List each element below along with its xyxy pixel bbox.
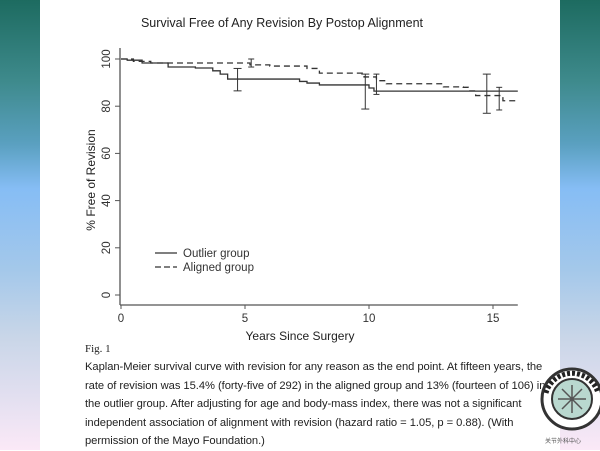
x-tick-label: 15 (487, 313, 500, 325)
aligned-error-bar (496, 86, 503, 111)
figure-label: Fig. 1 (85, 343, 111, 355)
aligned-error-bar (373, 73, 380, 95)
aligned-error-bar (248, 58, 255, 68)
x-axis-label: Years Since Surgery (246, 329, 355, 343)
society-seal-icon (540, 367, 600, 431)
y-tick-label: 60 (101, 147, 113, 160)
y-tick-label: 80 (101, 100, 113, 113)
figure-caption: Fig. 1 Kaplan-Meier survival curve with … (85, 343, 550, 451)
logo-caption: 关节外科中心 (545, 439, 582, 445)
x-tick-label: 5 (242, 313, 248, 325)
series-layer (121, 58, 518, 114)
outlier-error-bar (482, 73, 491, 114)
x-tick-label: 10 (363, 313, 376, 325)
kaplan-meier-chart: Survival Free of Any Revision By Postop … (84, 16, 518, 343)
outlier-error-bar (233, 67, 242, 92)
legend-label-aligned: Aligned group (183, 262, 254, 274)
slide-page: Survival Free of Any Revision By Postop … (40, 0, 560, 450)
axes: 0 20 40 60 80 100 0 5 10 15 (101, 48, 518, 325)
y-tick-label: 40 (101, 194, 113, 207)
aligned-curve (121, 58, 518, 102)
y-tick-label: 20 (101, 241, 113, 254)
x-tick-label: 0 (118, 313, 124, 325)
y-axis-label: % Free of Revision (84, 129, 98, 230)
caption-text: Kaplan-Meier survival curve with revisio… (85, 361, 546, 448)
outlier-error-bar (361, 73, 370, 110)
left-decorative-band (0, 0, 40, 450)
legend: Outlier group Aligned group (155, 248, 254, 274)
chart-title: Survival Free of Any Revision By Postop … (141, 16, 424, 30)
legend-label-outlier: Outlier group (183, 248, 249, 260)
y-tick-label: 100 (101, 49, 113, 68)
y-tick-label: 0 (101, 292, 113, 298)
